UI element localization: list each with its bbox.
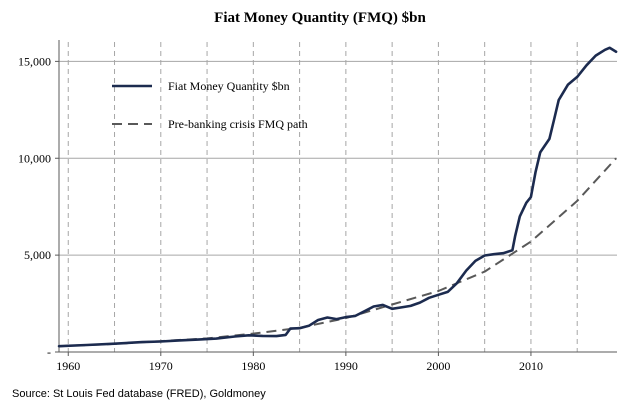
x-tick-label: 1970 bbox=[149, 359, 173, 373]
legend-pre-crisis-path-label: Pre-banking crisis FMQ path bbox=[168, 117, 308, 131]
series-layer bbox=[57, 46, 618, 348]
x-tick-label: 1960 bbox=[56, 359, 80, 373]
axes: - 5,000 10,000 15,000 1960 1970 1980 1990 2000 20… bbox=[18, 40, 617, 373]
grid bbox=[59, 42, 617, 352]
y-tick-label: - bbox=[47, 345, 51, 359]
source-note: Source: St Louis Fed database (FRED), Go… bbox=[12, 388, 266, 400]
legend: Fiat Money Quantity $bn Pre-banking crisi… bbox=[112, 79, 308, 131]
fmq-series-line bbox=[57, 46, 618, 348]
y-tick-label: 10,000 bbox=[18, 151, 51, 165]
legend-fmq-label: Fiat Money Quantity $bn bbox=[168, 79, 290, 93]
x-tick-label: 1990 bbox=[334, 359, 358, 373]
y-tick-label: 15,000 bbox=[18, 54, 51, 68]
x-tick-label: 1980 bbox=[241, 359, 265, 373]
x-tick-label: 2000 bbox=[426, 359, 450, 373]
chart-title: Fiat Money Quantity (FMQ) $bn bbox=[214, 10, 426, 26]
x-tick-label: 2010 bbox=[519, 359, 543, 373]
y-tick-label: 5,000 bbox=[24, 248, 51, 262]
